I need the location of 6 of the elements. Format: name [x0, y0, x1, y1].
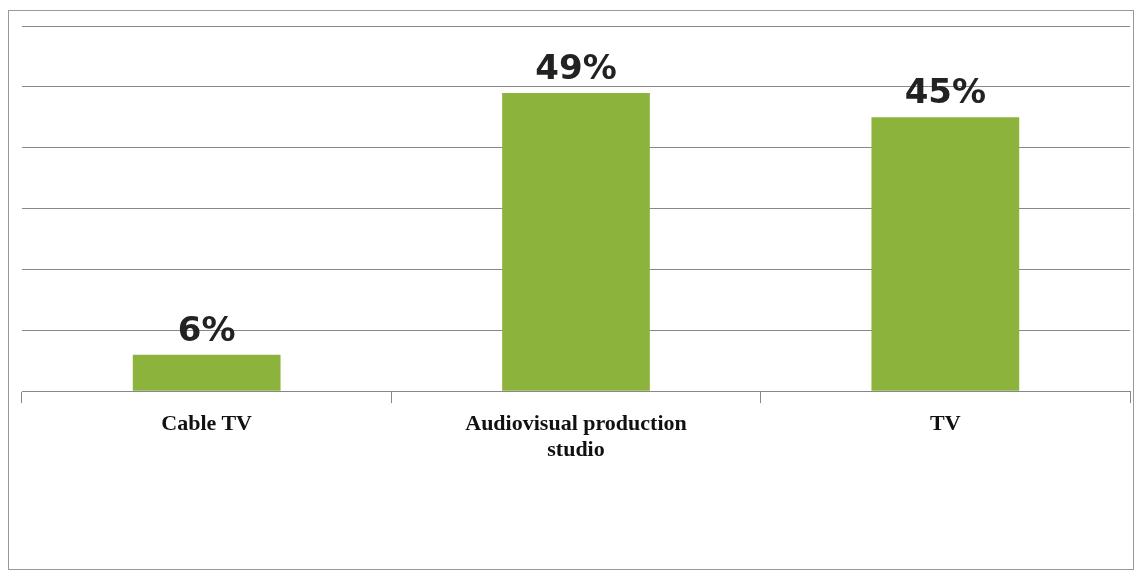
data-label: 6%	[177, 308, 236, 349]
x-tick-label: Cable TV	[161, 410, 253, 436]
x-tick-label: TV	[930, 410, 961, 436]
x-tick-label: Audiovisual production studio	[465, 410, 687, 462]
data-label: 45%	[904, 71, 987, 112]
data-label: 49%	[535, 46, 617, 87]
